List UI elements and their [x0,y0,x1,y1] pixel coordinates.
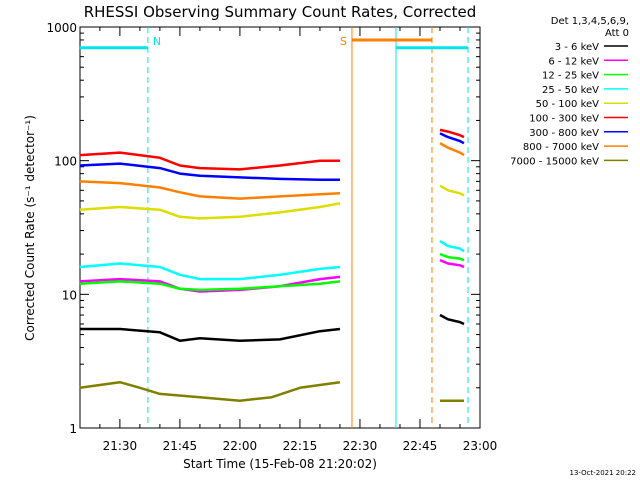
series-line [439,252,465,262]
legend-entry-label: 25 - 50 keV [542,85,599,96]
series-line [79,162,340,181]
legend-title: Att 0 [605,28,629,39]
legend-title: Det 1,3,4,5,6,9, [551,16,629,27]
series-line [79,380,341,402]
series-line [439,132,465,145]
legend-entry-label: 3 - 6 keV [555,42,599,53]
series-line [439,313,465,326]
series-line [79,180,341,200]
y-tick-label: 100 [54,155,77,169]
series-line [79,202,341,220]
x-tick-label: 23:00 [463,439,498,453]
x-tick-label: 22:15 [283,439,318,453]
legend-entry-label: 300 - 800 keV [529,128,599,139]
series-line [439,128,465,139]
y-tick-label: 1 [69,422,77,436]
x-tick-label: 22:30 [343,439,378,453]
annotation-label: N [153,35,161,48]
series-line [439,259,465,269]
series-line [79,275,341,293]
plot-frame [79,26,481,429]
x-axis-label: Start Time (15-Feb-08 21:20:02) [183,457,377,471]
legend-entry-label: 12 - 25 keV [542,71,599,82]
series-line [439,240,465,253]
series-line [439,142,465,157]
legend-entry-label: 100 - 300 keV [529,114,599,125]
series-line [79,327,341,342]
series-line [79,280,341,292]
series-line [79,262,341,281]
footer-date: 13-Oct-2021 20:22 [570,469,636,477]
series-line [79,151,340,171]
chart-title: RHESSI Observing Summary Count Rates, Co… [84,3,477,21]
legend-entry-label: 7000 - 15000 keV [510,156,599,167]
y-axis-label: Corrected Count Rate (s⁻¹ detector⁻¹) [23,115,37,341]
x-tick-label: 22:45 [403,439,438,453]
y-tick-label: 10 [62,288,77,302]
legend-entry-label: 6 - 12 keV [548,56,599,67]
y-tick-label: 1000 [46,21,77,35]
x-tick-label: 21:30 [103,439,138,453]
series-line [439,184,465,197]
x-tick-label: 21:45 [163,439,198,453]
annotation-label: S [340,35,347,48]
legend-entry-label: 800 - 7000 keV [523,142,599,153]
x-tick-label: 22:00 [223,439,258,453]
legend-entry-label: 50 - 100 keV [536,99,600,110]
